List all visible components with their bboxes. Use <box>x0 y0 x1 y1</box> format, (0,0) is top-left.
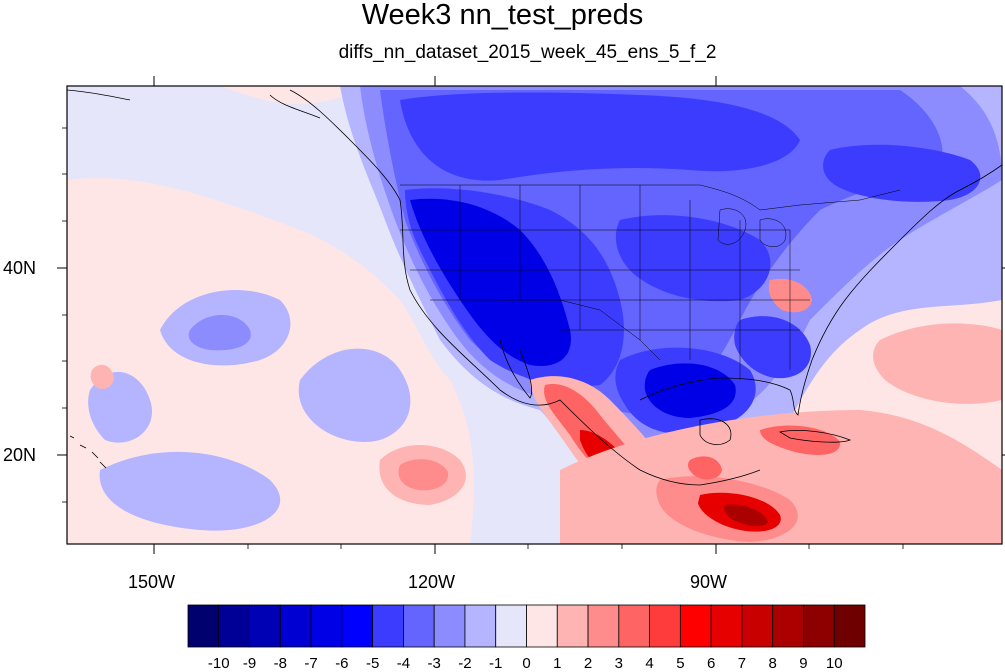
lon-label-120w: 120W <box>408 572 456 592</box>
field-light-blue-pacific-2 <box>88 371 152 443</box>
lon-label-90w: 90W <box>690 572 728 592</box>
colorbar-tick-label: -5 <box>365 655 380 672</box>
contour-field <box>67 86 1002 544</box>
colorbar-box <box>618 604 650 648</box>
lat-label-40n: 40N <box>3 258 37 278</box>
colorbar-tick-label: -4 <box>396 655 411 672</box>
colorbar-box <box>495 604 527 648</box>
colorbar-box <box>310 604 343 648</box>
colorbar-tick-label: -9 <box>242 655 257 672</box>
lon-label-150w: 150W <box>128 572 176 592</box>
colorbar-box <box>279 604 312 648</box>
lat-label-20n: 20N <box>3 445 37 465</box>
colorbar-box <box>833 604 866 648</box>
colorbar-tick-label: -3 <box>427 655 441 672</box>
field-deep-blue-texas <box>644 363 736 418</box>
colorbar-box <box>741 604 774 648</box>
colorbar-box <box>526 604 558 648</box>
field-red-pacific <box>398 459 449 491</box>
colorbar-tick-label: -7 <box>304 655 318 672</box>
state-lines-horizontal <box>400 229 810 331</box>
colorbar-box <box>649 604 681 648</box>
coast-west-na <box>289 89 761 486</box>
colorbar-tick-label: 3 <box>614 655 623 672</box>
colorbar-box <box>772 604 804 648</box>
field-dark-blue-canada <box>400 92 800 181</box>
colorbar-tick-label: -1 <box>489 655 503 672</box>
field-dark-blue-northeast <box>823 144 981 202</box>
figure-title: Week3 nn_test_preds <box>361 0 644 31</box>
field-light-red-north <box>220 86 370 105</box>
colorbar-box <box>218 604 250 648</box>
field-light-blue-pacific-3 <box>298 348 411 442</box>
field-deep-red-caribbean <box>724 504 768 527</box>
colorbar-box <box>464 604 497 648</box>
colorbar-box <box>433 604 466 648</box>
colorbar-box <box>803 604 835 648</box>
coastlines <box>67 89 1002 486</box>
coast-baja <box>499 339 533 399</box>
state-lines-vertical <box>459 185 791 380</box>
colorbar-tick-label: 7 <box>737 655 747 672</box>
map-minor-ticks <box>62 127 904 549</box>
coast-yucatan <box>699 418 732 445</box>
colorbar-tick-label: 4 <box>645 655 654 672</box>
colorbar-box <box>710 604 743 648</box>
colorbar-tick-label: 9 <box>799 655 808 672</box>
field-deep-blue-southwest <box>470 296 564 361</box>
colorbar-box <box>372 604 404 648</box>
colorbar-tick-label: -8 <box>273 655 287 672</box>
colorbar-box <box>403 604 435 648</box>
colorbar-box <box>341 604 374 648</box>
field-red-gulf-east <box>760 425 841 455</box>
field-light-blue-pacific-4 <box>99 451 281 531</box>
colorbar-tick-label: 6 <box>706 655 716 672</box>
colorbar-tick-label: 10 <box>825 655 843 672</box>
field-mid-red-hawaii <box>90 364 114 390</box>
figure-subtitle: diffs_nn_dataset_2015_week_45_ens_5_f_2 <box>338 42 717 63</box>
colorbar-tick-label: -2 <box>458 655 472 672</box>
field-mid-blue-pacific <box>188 315 251 351</box>
coast-alaska <box>67 89 321 119</box>
colorbar-tick-label: 2 <box>583 655 593 672</box>
colorbar-tick-label: -10 <box>207 655 230 672</box>
colorbar-tick-label: -6 <box>335 655 349 672</box>
colorbar-tick-label: 1 <box>553 655 562 672</box>
colorbar-box <box>679 604 712 648</box>
us-canada-border <box>400 184 901 211</box>
colorbar-tick-label: 5 <box>676 655 685 672</box>
colorbar-box <box>187 604 220 648</box>
colorbar-tick-label: 0 <box>522 655 531 672</box>
colorbar-box <box>556 604 589 648</box>
field-dark-blue-east <box>734 316 811 379</box>
colorbar-box <box>587 604 620 648</box>
colorbar-tick-label: 8 <box>768 655 777 672</box>
coast-cuba <box>778 430 852 443</box>
coast-hawaii <box>69 435 107 469</box>
field-red-southeast <box>768 278 812 313</box>
field-red-yucatan <box>687 456 722 480</box>
colorbar <box>187 604 866 648</box>
map-ticks <box>57 76 1005 554</box>
colorbar-box <box>249 604 281 648</box>
field-mid-red-atlantic <box>873 323 1002 404</box>
field-dark-blue-midwest <box>615 215 771 302</box>
coast-gulf <box>639 164 1002 416</box>
